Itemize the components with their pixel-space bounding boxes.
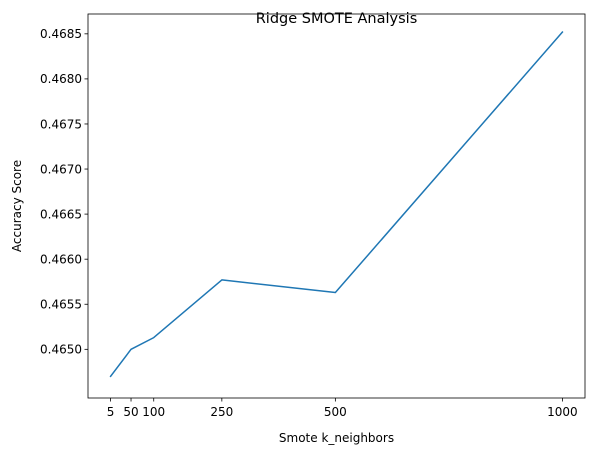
y-axis-label: Accuracy Score xyxy=(10,160,24,252)
y-tick-label: 0.4655 xyxy=(40,298,82,312)
y-tick-label: 0.4675 xyxy=(40,117,82,131)
plot-area xyxy=(87,13,586,399)
y-tick-label: 0.4680 xyxy=(40,72,82,86)
x-tick-label: 250 xyxy=(210,405,233,419)
axes-frame xyxy=(87,13,586,399)
y-tick-label: 0.4660 xyxy=(40,252,82,266)
x-tick-label: 1000 xyxy=(547,405,578,419)
x-axis-label: Smote k_neighbors xyxy=(279,431,394,445)
series-line-0 xyxy=(109,30,564,378)
x-tick-label: 500 xyxy=(324,405,347,419)
y-axis-ticks: 0.4650 0.4655 0.4660 0.4665 0.4670 0.4675 0.46… xyxy=(40,27,88,357)
y-tick-label: 0.4685 xyxy=(40,27,82,41)
x-tick-label: 100 xyxy=(142,405,165,419)
x-tick-label: 50 xyxy=(123,405,138,419)
y-tick-label: 0.4665 xyxy=(40,207,82,221)
chart-title: Ridge SMOTE Analysis xyxy=(256,11,418,27)
x-tick-label: 5 xyxy=(107,405,115,419)
y-tick-label: 0.4650 xyxy=(40,343,82,357)
y-tick-label: 0.4670 xyxy=(40,162,82,176)
x-axis-ticks: 5 50 100 250 500 1000 xyxy=(107,398,578,419)
